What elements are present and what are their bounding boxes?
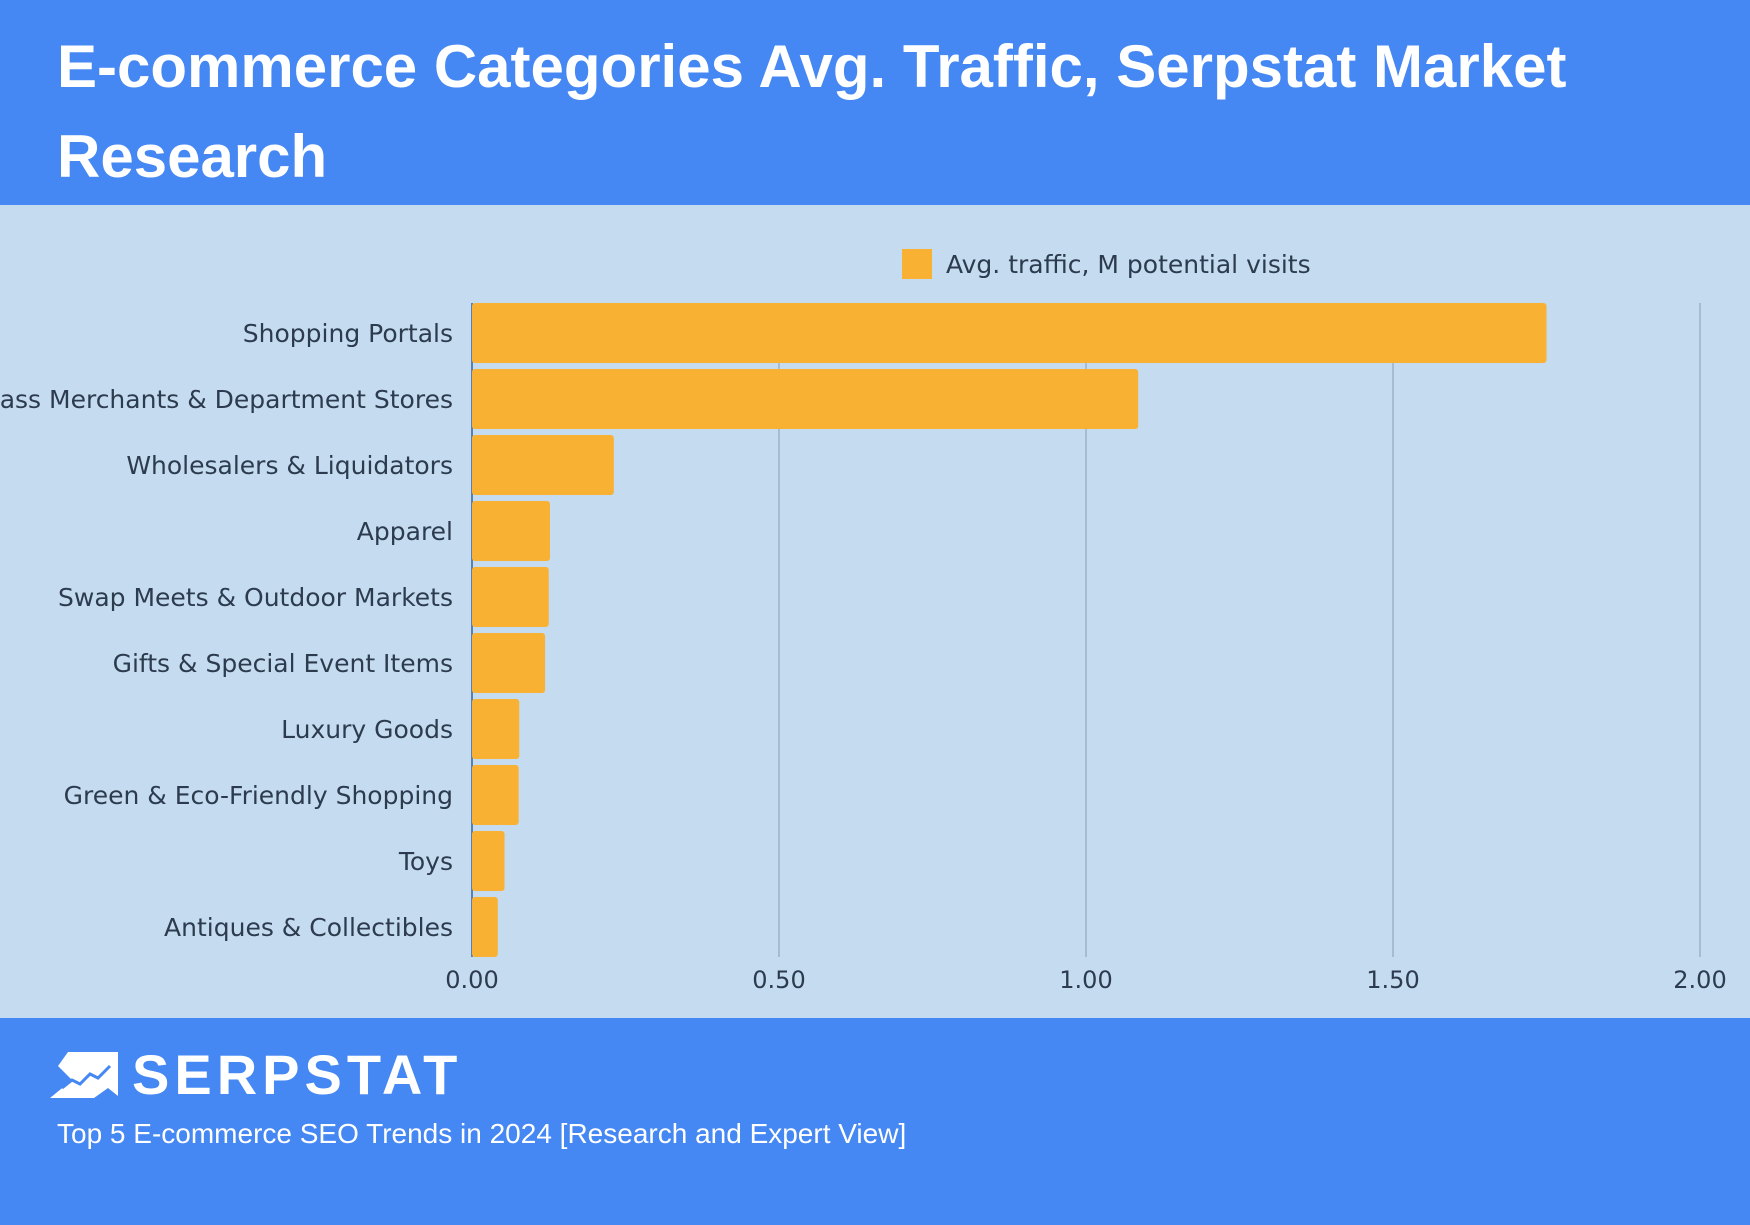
bar-chart: 0.00 0.50 1.00 1.50 2.00 Shopping Portals Mass… — [0, 249, 1727, 994]
category-label: Swap Meets & Outdoor Markets — [58, 583, 453, 612]
bar — [472, 567, 549, 627]
bar — [472, 897, 498, 957]
logo-text: SERPSTAT — [132, 1043, 463, 1106]
footer: SERPSTAT Top 5 E-commerce SEO Trends in … — [0, 1018, 1750, 1225]
category-label: Apparel — [357, 517, 453, 546]
serpstat-logo-icon — [50, 1051, 118, 1098]
source-link[interactable]: Top 5 E-commerce SEO Trends in 2024 [Res… — [57, 1118, 907, 1149]
bar — [472, 501, 550, 561]
page-title: E-commerce Categories Avg. Traffic, Serp… — [57, 33, 1567, 190]
bar — [472, 831, 505, 891]
category-label: Antiques & Collectibles — [164, 913, 453, 942]
category-label: Gifts & Special Event Items — [113, 649, 453, 678]
category-label: Shopping Portals — [243, 319, 453, 348]
legend-label: Avg. traffic, M potential visits — [946, 250, 1311, 279]
legend-swatch — [902, 249, 932, 279]
x-tick-label: 0.00 — [445, 966, 498, 994]
category-label: Mass Merchants & Department Stores — [0, 385, 453, 414]
bar — [472, 369, 1139, 429]
x-tick-label: 0.50 — [752, 966, 805, 994]
chart-area: 0.00 0.50 1.00 1.50 2.00 Shopping Portals Mass… — [0, 205, 1750, 1018]
bar — [472, 765, 519, 825]
x-tick-label: 1.50 — [1366, 966, 1419, 994]
bar — [472, 303, 1547, 363]
x-tick-label: 2.00 — [1673, 966, 1726, 994]
bar — [472, 435, 614, 495]
category-label: Wholesalers & Liquidators — [126, 451, 453, 480]
header: E-commerce Categories Avg. Traffic, Serp… — [0, 0, 1750, 205]
category-label: Toys — [398, 847, 453, 876]
bar — [472, 699, 520, 759]
bar — [472, 633, 546, 693]
category-label: Luxury Goods — [281, 715, 453, 744]
category-label: Green & Eco-Friendly Shopping — [64, 781, 453, 810]
x-tick-label: 1.00 — [1059, 966, 1112, 994]
serpstat-logo: SERPSTAT — [50, 1042, 462, 1107]
